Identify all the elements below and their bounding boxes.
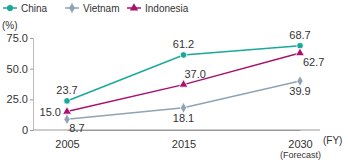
x-tick-label: 2005 xyxy=(55,138,79,150)
series-marker xyxy=(63,106,72,114)
y-axis-title: (%) xyxy=(2,20,18,31)
data-label: 15.0 xyxy=(40,106,61,118)
series-line xyxy=(67,53,300,112)
x-axis: 2005 2015 2030(Forecast) xyxy=(55,130,321,160)
x-axis-line xyxy=(68,130,301,131)
y-tick-label: 25.0 xyxy=(7,93,28,105)
y-tick-label: 75.0 xyxy=(7,32,28,44)
data-label: 39.9 xyxy=(289,85,310,97)
data-label: 23.7 xyxy=(56,84,77,96)
series-line xyxy=(67,46,300,101)
plot-area xyxy=(63,42,305,124)
y-tick: 50.0 xyxy=(7,63,33,75)
legend-marker xyxy=(7,5,13,11)
series-marker xyxy=(179,79,188,87)
x-tick: 2030(Forecast) xyxy=(280,130,321,160)
y-axis-line xyxy=(33,39,34,131)
x-tick-label: 2015 xyxy=(172,138,196,150)
y-tick-label: 0 xyxy=(22,124,28,136)
legend: China Vietnam Indonesia xyxy=(3,3,189,14)
legend-item: China xyxy=(3,3,48,14)
chart: 0 25.0 50.0 75.0 2005 2015 2030(Forecast) (%) (F… xyxy=(0,0,348,167)
data-label: 8.7 xyxy=(69,122,84,134)
y-tick-mark xyxy=(30,69,33,70)
data-label: 18.1 xyxy=(173,112,194,124)
y-tick: 25.0 xyxy=(7,93,33,105)
x-tick: 2015 xyxy=(172,130,196,150)
series-marker xyxy=(180,52,187,59)
data-label: 62.7 xyxy=(303,56,324,68)
y-tick: 0 xyxy=(22,124,33,136)
data-label: 37.0 xyxy=(185,68,206,80)
legend-label: Indonesia xyxy=(145,3,189,14)
x-axis-title: (FY) xyxy=(323,135,342,146)
legend-item: Vietnam xyxy=(65,3,120,14)
data-labels: 23.7 61.2 68.7 8.7 18.1 39.9 15.0 37.0 62.7 xyxy=(40,29,325,135)
x-tick-label: 2030(Forecast) xyxy=(280,138,321,160)
y-tick-mark xyxy=(30,130,33,131)
series-marker xyxy=(64,98,71,105)
y-tick-label: 50.0 xyxy=(7,63,28,75)
data-label: 68.7 xyxy=(289,29,310,41)
y-tick: 75.0 xyxy=(7,32,33,44)
legend-item: Indonesia xyxy=(127,3,189,14)
legend-label: Vietnam xyxy=(83,3,120,14)
legend-marker xyxy=(130,3,138,10)
series-marker xyxy=(296,48,305,56)
y-tick-mark xyxy=(30,38,33,39)
legend-label: China xyxy=(21,3,48,14)
data-label: 61.2 xyxy=(173,38,194,50)
y-axis: 0 25.0 50.0 75.0 xyxy=(7,32,34,136)
y-tick-mark xyxy=(30,99,33,100)
legend-marker xyxy=(69,3,75,13)
